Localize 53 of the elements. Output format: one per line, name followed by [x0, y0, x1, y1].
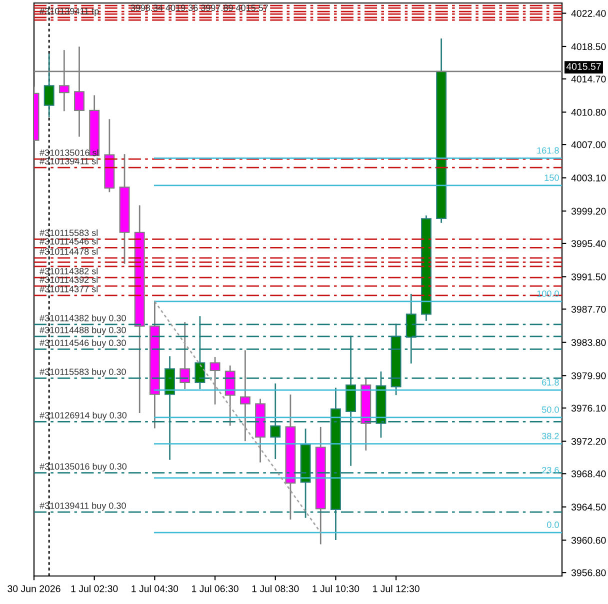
y-tick-label: 3968.40 [571, 470, 606, 478]
y-tick-label: 3987.70 [571, 306, 606, 313]
y-tick-label: 3972.20 [571, 438, 606, 445]
x-tick-label: 1 Jul 04:30 [132, 585, 178, 592]
ref-line-label: #310114488 buy 0.30 [40, 326, 126, 336]
y-tick-label: 4010.80 [571, 108, 606, 116]
x-tick-label: 1 Jul 02:30 [71, 585, 118, 592]
ref-line-label: #310115583 buy 0.30 [40, 368, 126, 377]
candlestick [270, 383, 281, 460]
candlestick [44, 53, 54, 118]
y-tick-label: 4018.50 [571, 43, 606, 50]
y-tick-label: 3991.50 [571, 273, 606, 280]
candlestick [180, 322, 190, 390]
candlestick [194, 316, 206, 390]
candlestick [210, 357, 220, 404]
y-tick-label: 3999.20 [571, 208, 606, 215]
candlestick [240, 350, 250, 442]
y-tick-label: 4007.00 [571, 141, 606, 148]
y-tick-label: 3964.50 [571, 504, 606, 511]
y-tick-label: 3979.90 [571, 372, 606, 380]
y-tick-label: 4003.10 [571, 174, 606, 182]
x-tick-label: 1 Jul 08:30 [252, 585, 299, 592]
x-tick-label: 30 Jun 2026 [8, 585, 60, 592]
series-label: 38.2 [542, 432, 559, 440]
x-tick-label: 1 Jul 10:30 [312, 585, 360, 592]
ref-line-label: #310114478 sl [40, 248, 98, 255]
x-tick-label: 1 Jul 06:30 [192, 585, 238, 592]
ref-line-label: #310126914 buy 0.30 [40, 412, 127, 420]
series-label: 23.6 [542, 466, 559, 474]
y-tick-label: 3956.80 [571, 569, 606, 576]
ref-line-label: #310114546 sl [40, 238, 98, 245]
series-label: 161.8 [537, 147, 559, 154]
candlestick [406, 294, 416, 364]
series-label: 150 [544, 174, 559, 181]
y-tick-label: 4022.40 [571, 10, 606, 17]
ref-line-label: #310114377 sl [40, 286, 98, 292]
ref-line-label: #310135016 buy 0.30 [40, 463, 127, 472]
series-label: 0.0 [547, 522, 559, 528]
ref-line-label: #310139411 buy 0.30 [40, 502, 126, 511]
ref-line-label: #310114382 buy 0.30 [40, 314, 126, 324]
x-tick-label: 1 Jul 12:30 [373, 585, 420, 592]
ref-line-label: #310115583 sl [40, 229, 98, 236]
y-tick-label: 3995.40 [571, 240, 606, 248]
y-tick-label: 3960.60 [571, 536, 606, 544]
ref-line-label: #310135016 sl [40, 149, 98, 156]
y-tick-label: 3976.10 [571, 404, 606, 412]
ref-line-label: #310114382 sl [40, 268, 98, 274]
series-label: 61.8 [542, 379, 559, 386]
series-label: 50.0 [542, 406, 559, 413]
y-tick-label: 3983.80 [571, 339, 606, 346]
ref-line-label: #310114546 buy 0.30 [40, 339, 126, 348]
y-tick-label: 4014.70 [571, 76, 606, 83]
ref-line-label: 4015.57 [566, 63, 601, 70]
